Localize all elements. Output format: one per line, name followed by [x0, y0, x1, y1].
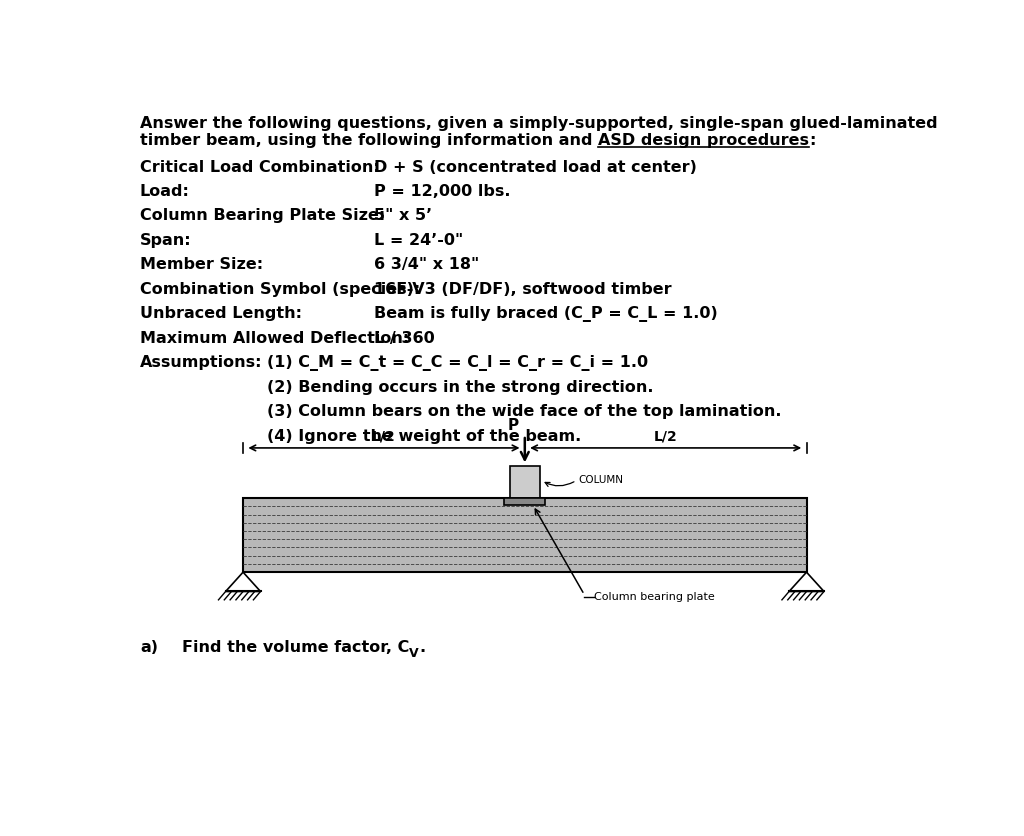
Text: COLUMN: COLUMN: [579, 476, 624, 486]
Text: 5" x 5’: 5" x 5’: [374, 208, 432, 223]
Text: .: .: [419, 640, 425, 655]
Bar: [510, 466, 540, 498]
Text: Beam is fully braced (C_P = C_L = 1.0): Beam is fully braced (C_P = C_L = 1.0): [374, 306, 718, 323]
Text: Combination Symbol (species):: Combination Symbol (species):: [140, 282, 420, 297]
Text: 16F-V3 (DF/DF), softwood timber: 16F-V3 (DF/DF), softwood timber: [374, 282, 672, 297]
Text: P: P: [507, 418, 518, 433]
Text: :: :: [809, 133, 815, 147]
Text: P = 12,000 lbs.: P = 12,000 lbs.: [374, 184, 511, 199]
Bar: [504, 498, 546, 505]
Text: L/2: L/2: [653, 430, 678, 443]
Text: D + S (concentrated load at center): D + S (concentrated load at center): [374, 160, 697, 175]
Text: (1) C_M = C_t = C_C = C_l = C_r = C_i = 1.0: (1) C_M = C_t = C_C = C_l = C_r = C_i = …: [267, 355, 648, 371]
Text: Member Size:: Member Size:: [140, 257, 263, 273]
Text: 6 3/4" x 18": 6 3/4" x 18": [374, 257, 479, 273]
Text: L / 360: L / 360: [374, 331, 435, 346]
Text: (2) Bending occurs in the strong direction.: (2) Bending occurs in the strong directi…: [267, 380, 653, 395]
Text: Find the volume factor, C: Find the volume factor, C: [182, 640, 410, 655]
Text: (4) Ignore the weight of the beam.: (4) Ignore the weight of the beam.: [267, 429, 582, 444]
Text: a): a): [140, 640, 158, 655]
Text: Unbraced Length:: Unbraced Length:: [140, 306, 302, 321]
Text: timber beam, using the following information and: timber beam, using the following informa…: [140, 133, 598, 147]
Text: V: V: [410, 647, 419, 660]
Bar: [243, 498, 807, 572]
Text: Span:: Span:: [140, 233, 191, 248]
Text: (3) Column bears on the wide face of the top lamination.: (3) Column bears on the wide face of the…: [267, 404, 781, 419]
Text: Maximum Allowed Deflection:: Maximum Allowed Deflection:: [140, 331, 410, 346]
Text: Assumptions:: Assumptions:: [140, 355, 262, 370]
Polygon shape: [790, 572, 824, 592]
Text: Column bearing plate: Column bearing plate: [594, 592, 715, 602]
Text: Column Bearing Plate Size:: Column Bearing Plate Size:: [140, 208, 385, 223]
Text: ASD design procedures: ASD design procedures: [598, 133, 809, 147]
Text: Load:: Load:: [140, 184, 189, 199]
Polygon shape: [225, 572, 260, 592]
Text: L = 24’-0": L = 24’-0": [374, 233, 463, 248]
Text: Critical Load Combination:: Critical Load Combination:: [140, 160, 380, 175]
Text: Answer the following questions, given a simply-supported, single-span glued-lami: Answer the following questions, given a …: [140, 116, 938, 131]
Text: L/2: L/2: [372, 430, 396, 443]
